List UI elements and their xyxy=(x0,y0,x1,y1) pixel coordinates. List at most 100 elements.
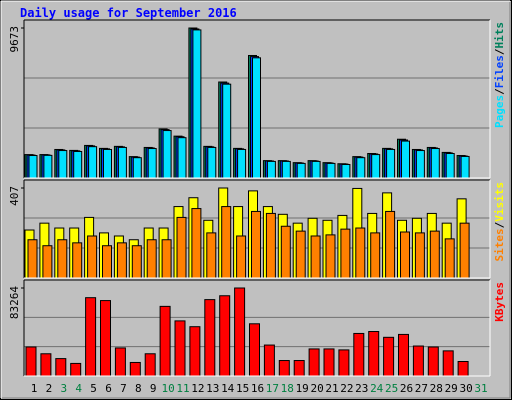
x-tick-label: 12 xyxy=(191,382,204,395)
bar xyxy=(251,210,261,279)
x-tick-label: 14 xyxy=(221,382,235,395)
bar xyxy=(55,358,67,377)
bar xyxy=(325,234,336,279)
bar xyxy=(176,216,187,279)
x-tick-label: 21 xyxy=(325,382,338,395)
x-tick-label: 27 xyxy=(415,382,428,395)
x-tick-label: 25 xyxy=(385,382,398,395)
chart-title: Daily usage for September 2016 xyxy=(20,6,237,20)
bar xyxy=(370,232,381,279)
bar xyxy=(293,360,305,377)
bar xyxy=(192,29,202,179)
bar xyxy=(427,346,439,377)
x-tick-label: 23 xyxy=(355,382,368,395)
legend-separator: / xyxy=(493,221,506,228)
bar xyxy=(25,346,37,377)
bar xyxy=(311,160,321,179)
x-tick-label: 10 xyxy=(161,382,174,395)
bar xyxy=(189,326,201,377)
bar xyxy=(385,210,396,279)
bar xyxy=(87,235,98,279)
legend-entry: Pages xyxy=(493,95,506,128)
bar xyxy=(353,332,365,377)
bar xyxy=(249,323,260,377)
bar xyxy=(114,347,126,377)
bar xyxy=(219,295,231,377)
legend-entry: Visits xyxy=(493,182,506,222)
bar xyxy=(280,225,291,279)
bar xyxy=(129,361,141,377)
x-tick-label: 4 xyxy=(75,382,82,395)
bar xyxy=(338,349,350,377)
bar xyxy=(430,148,440,179)
bar xyxy=(415,150,425,179)
x-tick-label: 29 xyxy=(445,382,458,395)
bar xyxy=(221,206,232,279)
legend-entry: Files xyxy=(493,55,506,88)
x-tick-label: 3 xyxy=(60,382,67,395)
bar xyxy=(266,160,276,179)
legend-separator: / xyxy=(493,48,506,55)
bar xyxy=(356,157,366,179)
bar xyxy=(73,150,83,179)
legend-entry: Sites xyxy=(493,228,506,261)
bar xyxy=(40,353,52,377)
bar xyxy=(144,353,156,377)
bar xyxy=(58,150,68,179)
bar xyxy=(398,333,409,377)
x-tick-label: 20 xyxy=(310,382,323,395)
x-tick-label: 19 xyxy=(296,382,309,395)
bar xyxy=(308,348,320,377)
bar xyxy=(72,242,83,279)
legend: Pages/Files/Hits xyxy=(493,22,506,128)
bar xyxy=(326,162,336,179)
bar xyxy=(237,148,247,179)
bar xyxy=(85,297,97,377)
bar xyxy=(442,350,454,377)
x-tick-label: 31 xyxy=(474,382,487,395)
bar xyxy=(414,232,425,279)
x-tick-label: 1 xyxy=(31,382,38,395)
y-tick-label: 9673 xyxy=(8,26,21,53)
x-tick-label: 7 xyxy=(120,382,127,395)
bar xyxy=(386,148,396,179)
x-tick-label: 11 xyxy=(176,382,189,395)
bar xyxy=(460,155,470,179)
bar xyxy=(368,331,380,377)
x-tick-label: 8 xyxy=(135,382,142,395)
x-tick-label: 16 xyxy=(251,382,264,395)
bar xyxy=(236,235,247,279)
bar xyxy=(27,239,38,279)
bar xyxy=(383,336,395,377)
bar xyxy=(28,155,38,179)
y-tick-label: 83264 xyxy=(8,286,21,319)
bar xyxy=(102,245,112,279)
bar xyxy=(412,345,424,377)
bar xyxy=(265,212,276,279)
bar xyxy=(159,305,171,377)
bar xyxy=(310,235,321,279)
bar xyxy=(70,362,82,377)
bar xyxy=(177,137,187,179)
x-tick-label: 26 xyxy=(400,382,413,395)
bar xyxy=(355,227,366,279)
x-tick-label: 17 xyxy=(266,382,279,395)
x-tick-label: 24 xyxy=(370,382,384,395)
x-tick-label: 28 xyxy=(430,382,443,395)
x-tick-label: 30 xyxy=(459,382,472,395)
y-tick-label: 407 xyxy=(8,186,21,206)
bar xyxy=(296,162,306,179)
bar xyxy=(429,230,440,279)
x-tick-label: 6 xyxy=(105,382,112,395)
bar xyxy=(116,242,127,279)
bar xyxy=(42,245,53,279)
x-tick-label: 15 xyxy=(236,382,249,395)
bar xyxy=(222,83,232,179)
bar xyxy=(263,344,275,377)
legend: KBytes xyxy=(493,282,506,322)
bar xyxy=(444,238,455,279)
bar xyxy=(340,228,351,279)
legend: Sites/Visits xyxy=(493,182,506,262)
